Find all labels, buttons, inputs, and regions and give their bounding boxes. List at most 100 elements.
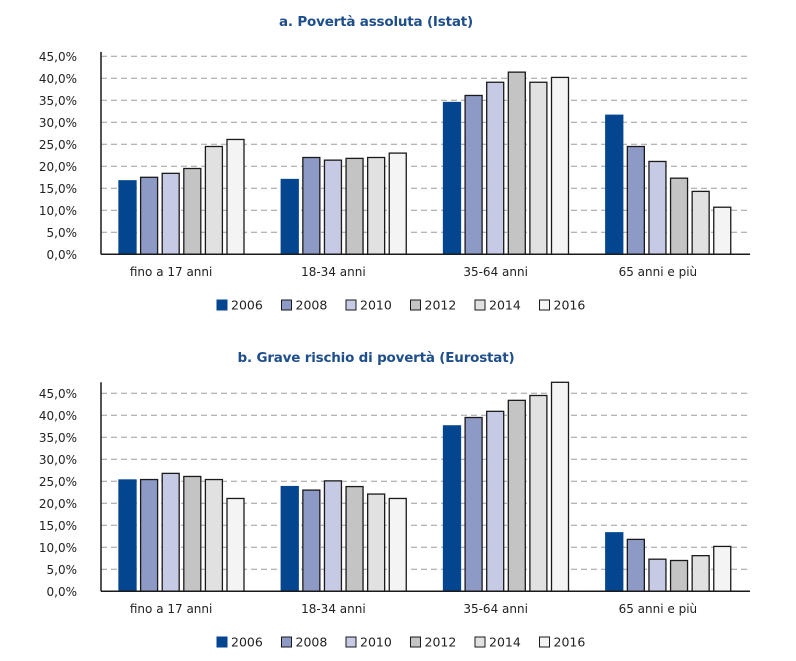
bar-2014	[204, 145, 224, 255]
bar-2010	[648, 160, 667, 255]
legend-swatch-2008	[281, 299, 292, 311]
bar-2014	[529, 394, 548, 592]
y-tick-label: 10,0%	[39, 541, 77, 555]
x-category-label: 65 anni e più	[619, 265, 698, 279]
chart-b-title: b. Grave rischio di povertà (Eurostat)	[237, 350, 515, 366]
bar-2006	[442, 101, 462, 255]
y-tick-label: 30,0%	[39, 453, 77, 467]
bar-2006	[280, 485, 299, 592]
legend-swatch-2008	[281, 636, 292, 648]
bar-2014	[529, 81, 548, 255]
legend-label-2008: 2008	[296, 298, 328, 313]
x-category-label: 35-64 anni	[463, 265, 528, 279]
legend-label-2016: 2016	[554, 298, 586, 313]
legend-label-2012: 2012	[425, 635, 457, 650]
legend-label-2014: 2014	[489, 298, 521, 313]
bar-2008	[626, 145, 645, 255]
y-tick-label: 20,0%	[39, 497, 77, 511]
bar-2008	[464, 416, 483, 592]
y-tick-label: 5,0%	[47, 563, 78, 577]
bar-2016	[550, 76, 570, 255]
bar-2012	[507, 71, 526, 255]
bar-2010	[648, 558, 667, 592]
bar-2016	[388, 497, 407, 592]
bar-2008	[464, 94, 483, 255]
bar-2012	[183, 475, 202, 592]
x-category-label: fino a 17 anni	[130, 602, 212, 616]
chart-a-poverta-assoluta: 0,0% 5,0% 10,0% 15,0% 20,0% 25,0% 30,0% 35,0% 40…	[39, 50, 750, 313]
chart-a-title: a. Povertà assoluta (Istat)	[279, 14, 473, 30]
bar-2016	[713, 545, 732, 592]
bar-2006	[118, 180, 137, 255]
legend-swatch-2006	[216, 636, 228, 648]
y-tick-label: 25,0%	[39, 138, 77, 152]
legend-swatch-2016	[539, 299, 550, 311]
legend-label-2012: 2012	[425, 298, 457, 313]
legend-swatch-2010	[345, 636, 357, 648]
bar-2012	[345, 485, 364, 592]
bar-2010	[161, 172, 180, 255]
bar-2016	[388, 152, 407, 255]
bar-2010	[161, 472, 180, 592]
bar-2006	[605, 532, 624, 592]
x-category-label: fino a 17 anni	[130, 265, 212, 279]
y-tick-label: 20,0%	[39, 160, 77, 174]
bar-2012	[183, 167, 202, 255]
bar-2006	[118, 479, 137, 592]
bar-2006	[442, 425, 462, 592]
bar-2008	[139, 176, 159, 255]
bar-2008	[139, 478, 159, 592]
y-tick-label: 5,0%	[47, 226, 78, 240]
chart-b-grave-rischio: 0,0% 5,0% 10,0% 15,0% 20,0% 25,0% 30,0% 35,0% 40…	[39, 381, 750, 650]
legend-swatch-2012	[410, 299, 421, 311]
bar-2010	[323, 159, 343, 255]
legend-swatch-2014	[474, 636, 486, 648]
bar-2008	[302, 489, 321, 592]
x-category-label: 35-64 anni	[463, 602, 528, 616]
y-tick-label: 10,0%	[39, 204, 77, 218]
bar-2016	[550, 381, 570, 592]
bar-2014	[204, 478, 224, 592]
bar-2014	[691, 190, 710, 255]
bar-2016	[226, 497, 245, 592]
legend-swatch-2012	[410, 636, 421, 648]
bar-2014	[366, 156, 386, 255]
bar-2012	[669, 177, 689, 255]
x-category-label: 18-34 anni	[301, 265, 366, 279]
y-tick-label: 35,0%	[39, 94, 77, 108]
y-tick-label: 25,0%	[39, 475, 77, 489]
bar-2016	[226, 138, 245, 255]
bar-2012	[669, 559, 689, 592]
y-tick-label: 45,0%	[39, 50, 77, 64]
legend-swatch-2016	[539, 636, 550, 648]
y-tick-label: 35,0%	[39, 431, 77, 445]
bar-2008	[626, 538, 645, 592]
legend-swatch-2010	[345, 299, 357, 311]
x-category-label: 65 anni e più	[619, 602, 698, 616]
y-tick-label: 45,0%	[39, 387, 77, 401]
bar-2006	[280, 178, 299, 255]
y-tick-label: 15,0%	[39, 519, 77, 533]
legend-label-2010: 2010	[360, 298, 392, 313]
y-tick-label: 40,0%	[39, 409, 77, 423]
bar-2010	[486, 410, 505, 592]
y-tick-label: 0,0%	[47, 248, 78, 262]
legend-label-2006: 2006	[231, 635, 263, 650]
x-category-label: 18-34 anni	[301, 602, 366, 616]
y-tick-label: 0,0%	[47, 585, 78, 599]
bar-2014	[366, 493, 386, 592]
legend-swatch-2014	[474, 299, 486, 311]
bar-2014	[691, 555, 710, 592]
legend-label-2008: 2008	[296, 635, 328, 650]
bar-2006	[605, 114, 624, 255]
legend-label-2006: 2006	[231, 298, 263, 313]
legend-label-2014: 2014	[489, 635, 521, 650]
y-tick-label: 15,0%	[39, 182, 77, 196]
legend-label-2016: 2016	[554, 635, 586, 650]
bar-2010	[486, 81, 505, 255]
bar-2012	[507, 399, 526, 592]
y-tick-label: 30,0%	[39, 116, 77, 130]
y-tick-label: 40,0%	[39, 72, 77, 86]
bar-2010	[323, 480, 343, 592]
